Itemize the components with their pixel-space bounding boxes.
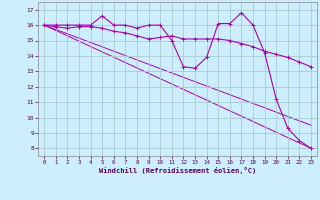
X-axis label: Windchill (Refroidissement éolien,°C): Windchill (Refroidissement éolien,°C)	[99, 167, 256, 174]
